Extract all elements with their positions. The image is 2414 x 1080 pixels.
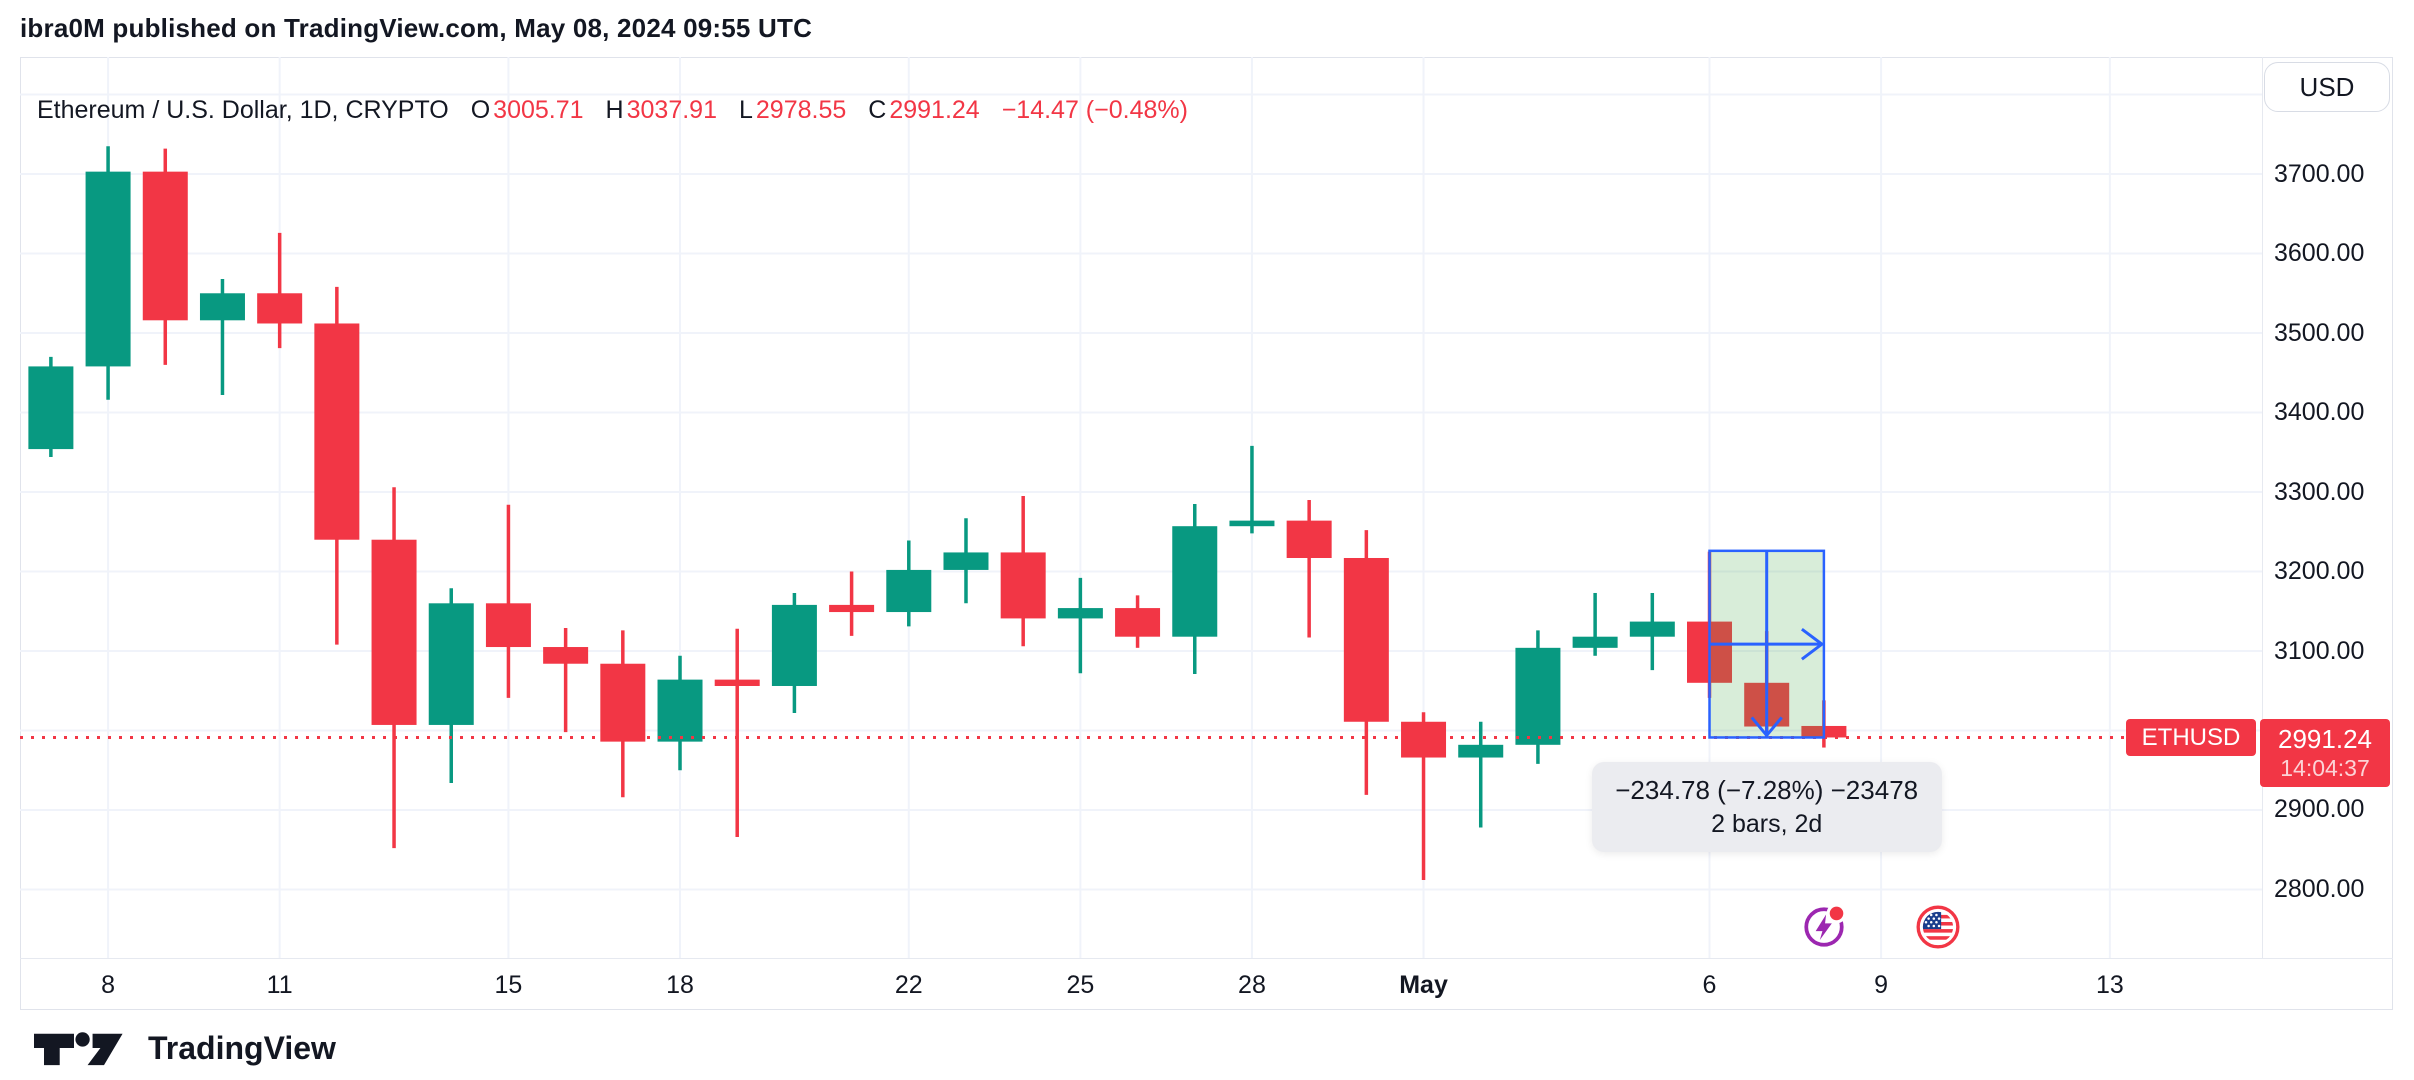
- time-axis-label: 9: [1874, 970, 1889, 999]
- candle[interactable]: [1286, 499, 1332, 638]
- candle[interactable]: [1515, 630, 1561, 764]
- time-axis-separator: [20, 958, 2393, 959]
- time-axis-label: 13: [2095, 970, 2124, 999]
- candle[interactable]: [943, 518, 989, 604]
- currency-button[interactable]: USD: [2264, 62, 2390, 112]
- candle[interactable]: [142, 148, 188, 365]
- measure-tooltip: −234.78 (−7.28%) −23478 2 bars, 2d: [1591, 762, 1942, 852]
- time-axis-label: 15: [494, 970, 523, 999]
- candles-series: [28, 146, 1847, 880]
- candle[interactable]: [371, 487, 417, 849]
- candle[interactable]: [829, 571, 875, 636]
- time-axis-label: 6: [1702, 970, 1717, 999]
- candle[interactable]: [1572, 592, 1618, 656]
- time-axis-label: May: [1399, 970, 1448, 999]
- tradingview-logo-icon: [34, 1032, 123, 1066]
- candle[interactable]: [428, 588, 474, 783]
- candle[interactable]: [85, 146, 131, 400]
- candle[interactable]: [314, 286, 360, 645]
- price-axis-label: 3600.00: [2274, 239, 2365, 268]
- measure-change-text: −234.78 (−7.28%) −23478: [1615, 775, 1919, 805]
- open-value: O 3005.71: [470, 96, 584, 124]
- measure-tool[interactable]: [1708, 549, 1826, 739]
- price-axis-label: 3400.00: [2274, 398, 2365, 427]
- last-price-value: 2991.24: [2278, 724, 2372, 755]
- us-flag-event-icon[interactable]: [1914, 903, 1962, 951]
- price-change: −14.47 (−0.48%): [1001, 96, 1188, 124]
- symbol-price-tag: ETHUSD: [2126, 719, 2256, 757]
- candle[interactable]: [199, 278, 245, 396]
- candle[interactable]: [657, 655, 703, 771]
- symbol-legend: Ethereum / U.S. Dollar, 1D, CRYPTO O 3005…: [37, 96, 1188, 125]
- plot-area: [20, 57, 2262, 958]
- candle[interactable]: [600, 630, 646, 798]
- candle[interactable]: [714, 628, 760, 838]
- candle[interactable]: [1629, 592, 1675, 671]
- price-axis-label: 3700.00: [2274, 159, 2365, 188]
- attribution-text: ibra0M published on TradingView.com, May…: [20, 13, 813, 43]
- high-value: H 3037.91: [605, 96, 717, 124]
- crypto-event-icon[interactable]: [1800, 903, 1848, 951]
- time-axis-label: 18: [666, 970, 694, 999]
- price-axis-label: 2800.00: [2274, 874, 2365, 903]
- price-axis-label: 3300.00: [2274, 477, 2365, 506]
- price-axis-label: 3500.00: [2274, 318, 2365, 347]
- candle[interactable]: [28, 356, 74, 458]
- time-axis-label: 25: [1066, 970, 1095, 999]
- last-price-label: 2991.24 14:04:37: [2260, 719, 2390, 788]
- time-axis-label: 11: [266, 970, 293, 999]
- price-axis-label: 3100.00: [2274, 636, 2365, 665]
- low-value: L 2978.55: [738, 96, 847, 124]
- candle[interactable]: [1000, 495, 1046, 647]
- close-value: C 2991.24: [868, 96, 980, 124]
- candle[interactable]: [1343, 530, 1389, 795]
- price-axis-separator: [2262, 57, 2263, 958]
- candle[interactable]: [543, 627, 589, 733]
- candle[interactable]: [257, 232, 303, 349]
- candle[interactable]: [1172, 503, 1218, 675]
- candle[interactable]: [485, 504, 531, 698]
- measure-bars-text: 2 bars, 2d: [1711, 810, 1823, 838]
- candle[interactable]: [771, 592, 817, 714]
- candle[interactable]: [1057, 577, 1103, 674]
- symbol-title: Ethereum / U.S. Dollar, 1D, CRYPTO: [37, 96, 449, 124]
- bar-countdown: 14:04:37: [2280, 755, 2370, 782]
- tradingview-wordmark: TradingView: [148, 1029, 336, 1066]
- candle[interactable]: [1115, 595, 1161, 648]
- time-axis-label: 22: [894, 970, 923, 999]
- candle[interactable]: [1401, 712, 1447, 880]
- candle[interactable]: [886, 540, 932, 627]
- candle[interactable]: [1458, 721, 1504, 828]
- price-axis-label: 3200.00: [2274, 557, 2365, 585]
- time-axis-label: 8: [101, 970, 116, 999]
- tradingview-footer: TradingView: [24, 1028, 336, 1068]
- price-axis-label: 2900.00: [2274, 795, 2365, 824]
- candle[interactable]: [1229, 445, 1275, 534]
- time-axis-label: 28: [1238, 970, 1266, 999]
